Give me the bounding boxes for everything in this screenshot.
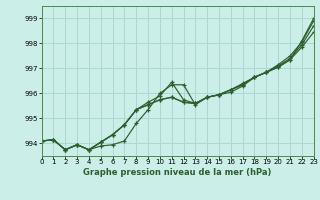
X-axis label: Graphe pression niveau de la mer (hPa): Graphe pression niveau de la mer (hPa) — [84, 168, 272, 177]
